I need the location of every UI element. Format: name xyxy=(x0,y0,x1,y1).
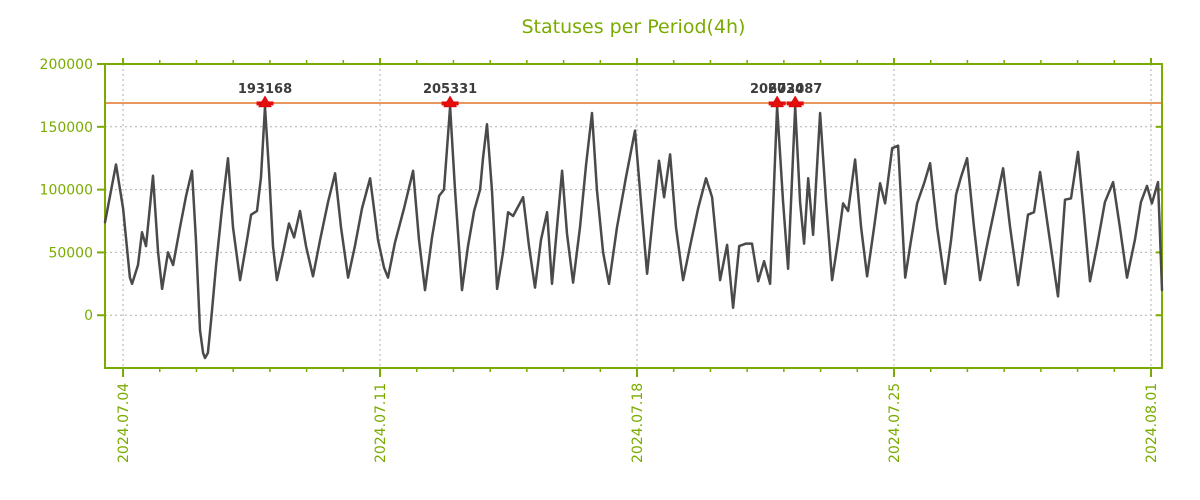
y-tick-label: 50000 xyxy=(48,245,93,261)
x-tick-label: 2024.07.04 xyxy=(116,383,132,463)
peak-marker-triangle xyxy=(443,95,458,108)
peak-marker-triangle xyxy=(258,95,272,108)
peak-value-label: 206730 xyxy=(750,82,804,97)
peak-value-label: 193168 xyxy=(238,82,292,97)
y-tick-label: 0 xyxy=(84,308,93,324)
peak-marker-triangle xyxy=(788,95,803,108)
x-tick-label: 2024.07.11 xyxy=(373,383,389,463)
y-tick-label: 200000 xyxy=(40,57,93,73)
x-tick-label: 2024.07.18 xyxy=(630,383,646,463)
peak-value-label: 205331 xyxy=(423,82,477,97)
x-tick-label: 2024.08.01 xyxy=(1144,383,1160,463)
y-tick-label: 100000 xyxy=(40,183,93,199)
peak-marker-triangle xyxy=(770,95,785,108)
plot-border xyxy=(104,63,1163,369)
x-tick-label: 2024.07.25 xyxy=(887,383,903,463)
chart-title: Statuses per Period(4h) xyxy=(521,16,746,38)
y-tick-label: 150000 xyxy=(40,120,93,136)
peak-value-label: 202487 xyxy=(768,82,822,97)
data-line xyxy=(103,105,1164,360)
